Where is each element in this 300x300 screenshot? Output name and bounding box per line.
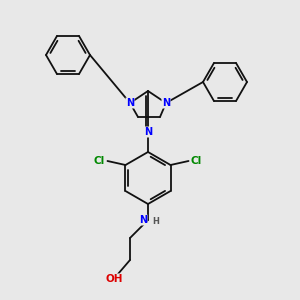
Text: N: N (162, 98, 170, 108)
Text: H: H (153, 217, 159, 226)
Text: Cl: Cl (191, 156, 202, 166)
Text: Cl: Cl (94, 156, 105, 166)
Text: OH: OH (105, 274, 123, 284)
Text: N: N (126, 98, 134, 108)
Text: N: N (144, 127, 152, 137)
Text: N: N (139, 215, 147, 225)
